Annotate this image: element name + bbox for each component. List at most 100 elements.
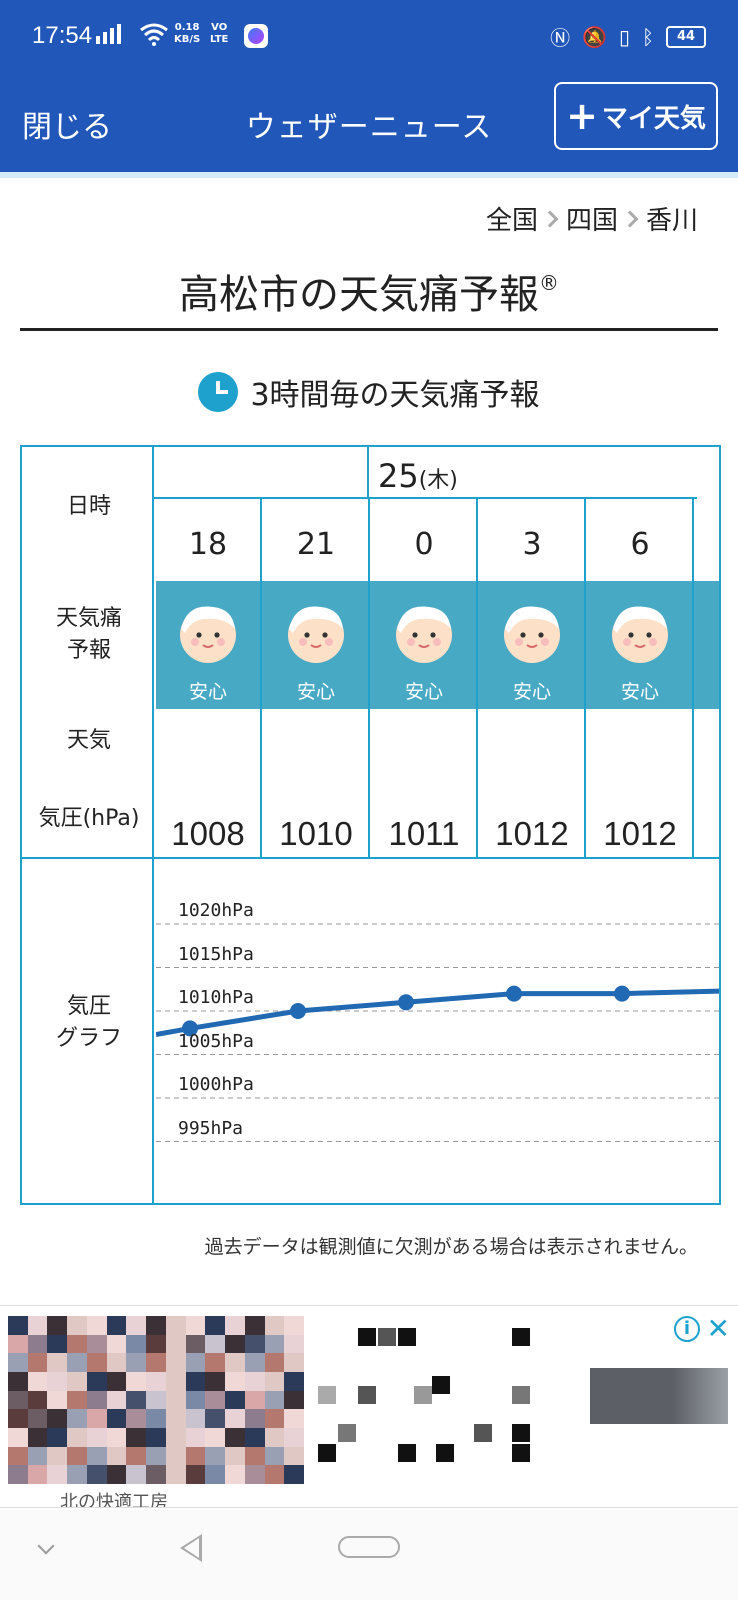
ad-image-tile [185,1390,206,1410]
breadcrumb-item-kagawa[interactable]: 香川 [645,206,698,236]
section-header: 3時間毎の天気痛予報 [0,370,738,414]
pressure-point [290,1003,306,1019]
my-weather-label: マイ天気 [601,103,706,134]
hour-label: 18 [188,527,228,562]
pressure-value: 1010 [279,815,353,852]
ad-image-tile [106,1390,127,1410]
ad-image-tile [126,1316,147,1335]
ad-image-tile [165,1316,186,1335]
grid-line [367,447,369,499]
grid-line [152,447,154,1203]
ad-image-tile [225,1316,245,1335]
ad-image-tile [225,1446,245,1466]
ad-image-tile [205,1465,226,1484]
ad-image-tile [47,1465,68,1484]
nav-bar: 閉じる ウェザーニュース + マイ天気 [0,74,738,172]
ad-image-tile [225,1334,245,1354]
ad-caption[interactable]: 北の快適工房 [60,1492,168,1508]
home-button[interactable] [338,1536,400,1558]
back-icon[interactable] [180,1534,202,1562]
chevron-down-icon[interactable] [37,1537,55,1555]
ad-image-tile [185,1427,206,1447]
ad-image-tile [264,1390,285,1410]
row-label-forecast: 天気痛 予報 [55,606,122,663]
ad-image-tile [126,1409,147,1428]
plus-icon: + [566,94,598,138]
close-button[interactable]: 閉じる [22,110,112,145]
ad-image-tile [244,1409,265,1428]
pressure-point [182,1020,198,1037]
ad-image-tile [264,1465,285,1484]
pressure-graph: 1020hPa 1015hPa 1010hPa 1005hPa 1000hPa 995hP… [156,872,719,1203]
ad-image-tile [244,1427,265,1447]
ad-image-tile [47,1353,68,1372]
pain-status-label: 安心 [620,681,659,703]
network-speed: 0.18 KB/S [174,22,201,45]
ad-image-tile [284,1353,304,1372]
ad-graphic-block [318,1444,336,1462]
ad-image-tile [67,1465,87,1484]
row-label-graph: 気圧 グラフ [55,994,122,1051]
ad-image-tile [146,1371,166,1391]
ad-image-tile [284,1427,304,1447]
system-nav-bar [0,1510,738,1600]
my-weather-button[interactable]: + マイ天気 [554,82,718,150]
pressure-point [506,985,522,1002]
wifi-icon [140,23,168,46]
nav-divider [0,172,738,178]
grid-line [152,497,697,499]
graph-level-label: 1015hPa [178,943,254,965]
grid-line [260,497,262,857]
ad-image-tile [284,1390,304,1410]
page-title: 高松市の天気痛予報® [179,271,559,318]
ad-close-icon[interactable]: ✕ [706,1312,730,1345]
ad-image-tile [205,1390,226,1410]
ad-graphic-block [436,1444,454,1462]
ad-image-tile [146,1334,166,1354]
ad-image-tile [126,1427,147,1447]
graph-level-label: 1010hPa [178,987,254,1008]
ad-image-tile [185,1316,206,1335]
ad-image-tile [146,1353,166,1372]
ad-image-tile [225,1409,245,1428]
ad-image-tile [8,1390,28,1410]
ad-image-tile [27,1371,48,1391]
bluetooth-icon: ᛒ [642,24,654,49]
ad-info-icon[interactable]: i [674,1316,700,1342]
ad-image-tile [126,1446,147,1466]
ad-image-tile [106,1427,127,1447]
ad-image-tile [8,1427,28,1447]
date-header: 25(木) [378,457,458,495]
breadcrumb-item-shikoku[interactable]: 四国 [565,206,618,236]
ad-banner[interactable]: i ✕ 北の快適工房 [0,1305,738,1508]
ad-image-tile [165,1465,186,1484]
pain-status-label: 安心 [512,681,551,703]
ad-image-tile [165,1371,186,1391]
ad-image-tile [165,1409,186,1428]
ad-image-tile [185,1353,206,1372]
ad-image-tile [47,1334,68,1354]
vibrate-icon: ▯ [618,24,630,49]
clock-icon [198,372,239,412]
ad-image-tile [225,1465,245,1484]
breadcrumb-item-national[interactable]: 全国 [485,206,538,236]
data-note: 過去データは観測値に欠測がある場合は表示されません。 [204,1236,698,1258]
grid-line [22,857,719,859]
ad-image-tile [185,1446,206,1466]
ad-image-tile [106,1409,127,1428]
ad-image-tile [86,1409,107,1428]
ad-image-tile [165,1353,186,1372]
volte-indicator: VO LTE [210,22,229,45]
breadcrumb: 全国 四国 香川 [486,200,698,237]
ad-image-tile [86,1390,107,1410]
ad-image-tile [67,1390,87,1410]
ad-graphic-block [512,1424,530,1442]
ad-image-tile [146,1316,166,1335]
ad-image-tile [205,1334,226,1354]
ad-image-tile [47,1316,68,1335]
signal-icon [96,24,121,44]
pressure-value: 1012 [495,815,569,852]
ad-image-tile [67,1371,87,1391]
ad-image[interactable] [8,1316,304,1484]
ad-image-tile [47,1446,68,1466]
